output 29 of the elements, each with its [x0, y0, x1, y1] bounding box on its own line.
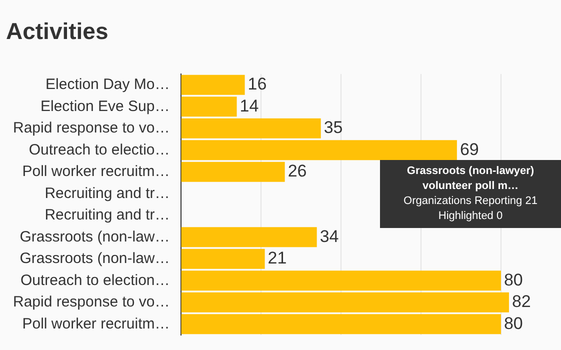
data-label: 16 — [248, 74, 267, 94]
annotation: Grassroots (non-lawyer) volunteer poll m… — [406, 164, 536, 194]
data-label: 14 — [240, 96, 259, 116]
chart-title: Activities — [6, 18, 108, 45]
y-tick-label: Outreach to election… — [20, 272, 170, 289]
y-tick-label: Poll worker recruitm… — [22, 163, 170, 180]
data-label: 80 — [504, 314, 523, 333]
data-label: 21 — [268, 248, 287, 268]
data-label: 80 — [504, 270, 523, 290]
y-tick-label: Election Day Mo… — [46, 76, 170, 94]
bar — [181, 227, 317, 248]
y-tick-label: Recruiting and tr… — [44, 184, 170, 202]
annotation: Highlighted 0 — [437, 209, 504, 224]
y-tick-label: Rapid response to vo… — [12, 120, 170, 137]
y-tick-label: Grassroots (non-law… — [20, 228, 170, 246]
data-label: 26 — [288, 162, 307, 181]
y-tick-label: Election Eve Sup… — [40, 98, 170, 115]
y-tick-label: Grassroots (non-law… — [20, 250, 170, 268]
y-tick-label: Recruiting and tr… — [44, 206, 170, 224]
tooltip-box: Grassroots (non-lawyer) volunteer poll m… Organizations Reporting 21 Highlighted 0 — [380, 160, 561, 228]
data-label: 69 — [460, 140, 479, 159]
y-tick-label: Poll worker recruitm… — [22, 315, 170, 332]
data-label: 35 — [324, 118, 343, 138]
y-tick-label: Outreach to electio… — [28, 141, 170, 158]
data-label: 82 — [512, 292, 531, 312]
y-tick-label: Rapid response to vo… — [12, 294, 170, 311]
bar — [181, 162, 285, 182]
data-label: 34 — [320, 226, 339, 246]
annotation: Organizations Reporting 21 — [402, 194, 538, 209]
